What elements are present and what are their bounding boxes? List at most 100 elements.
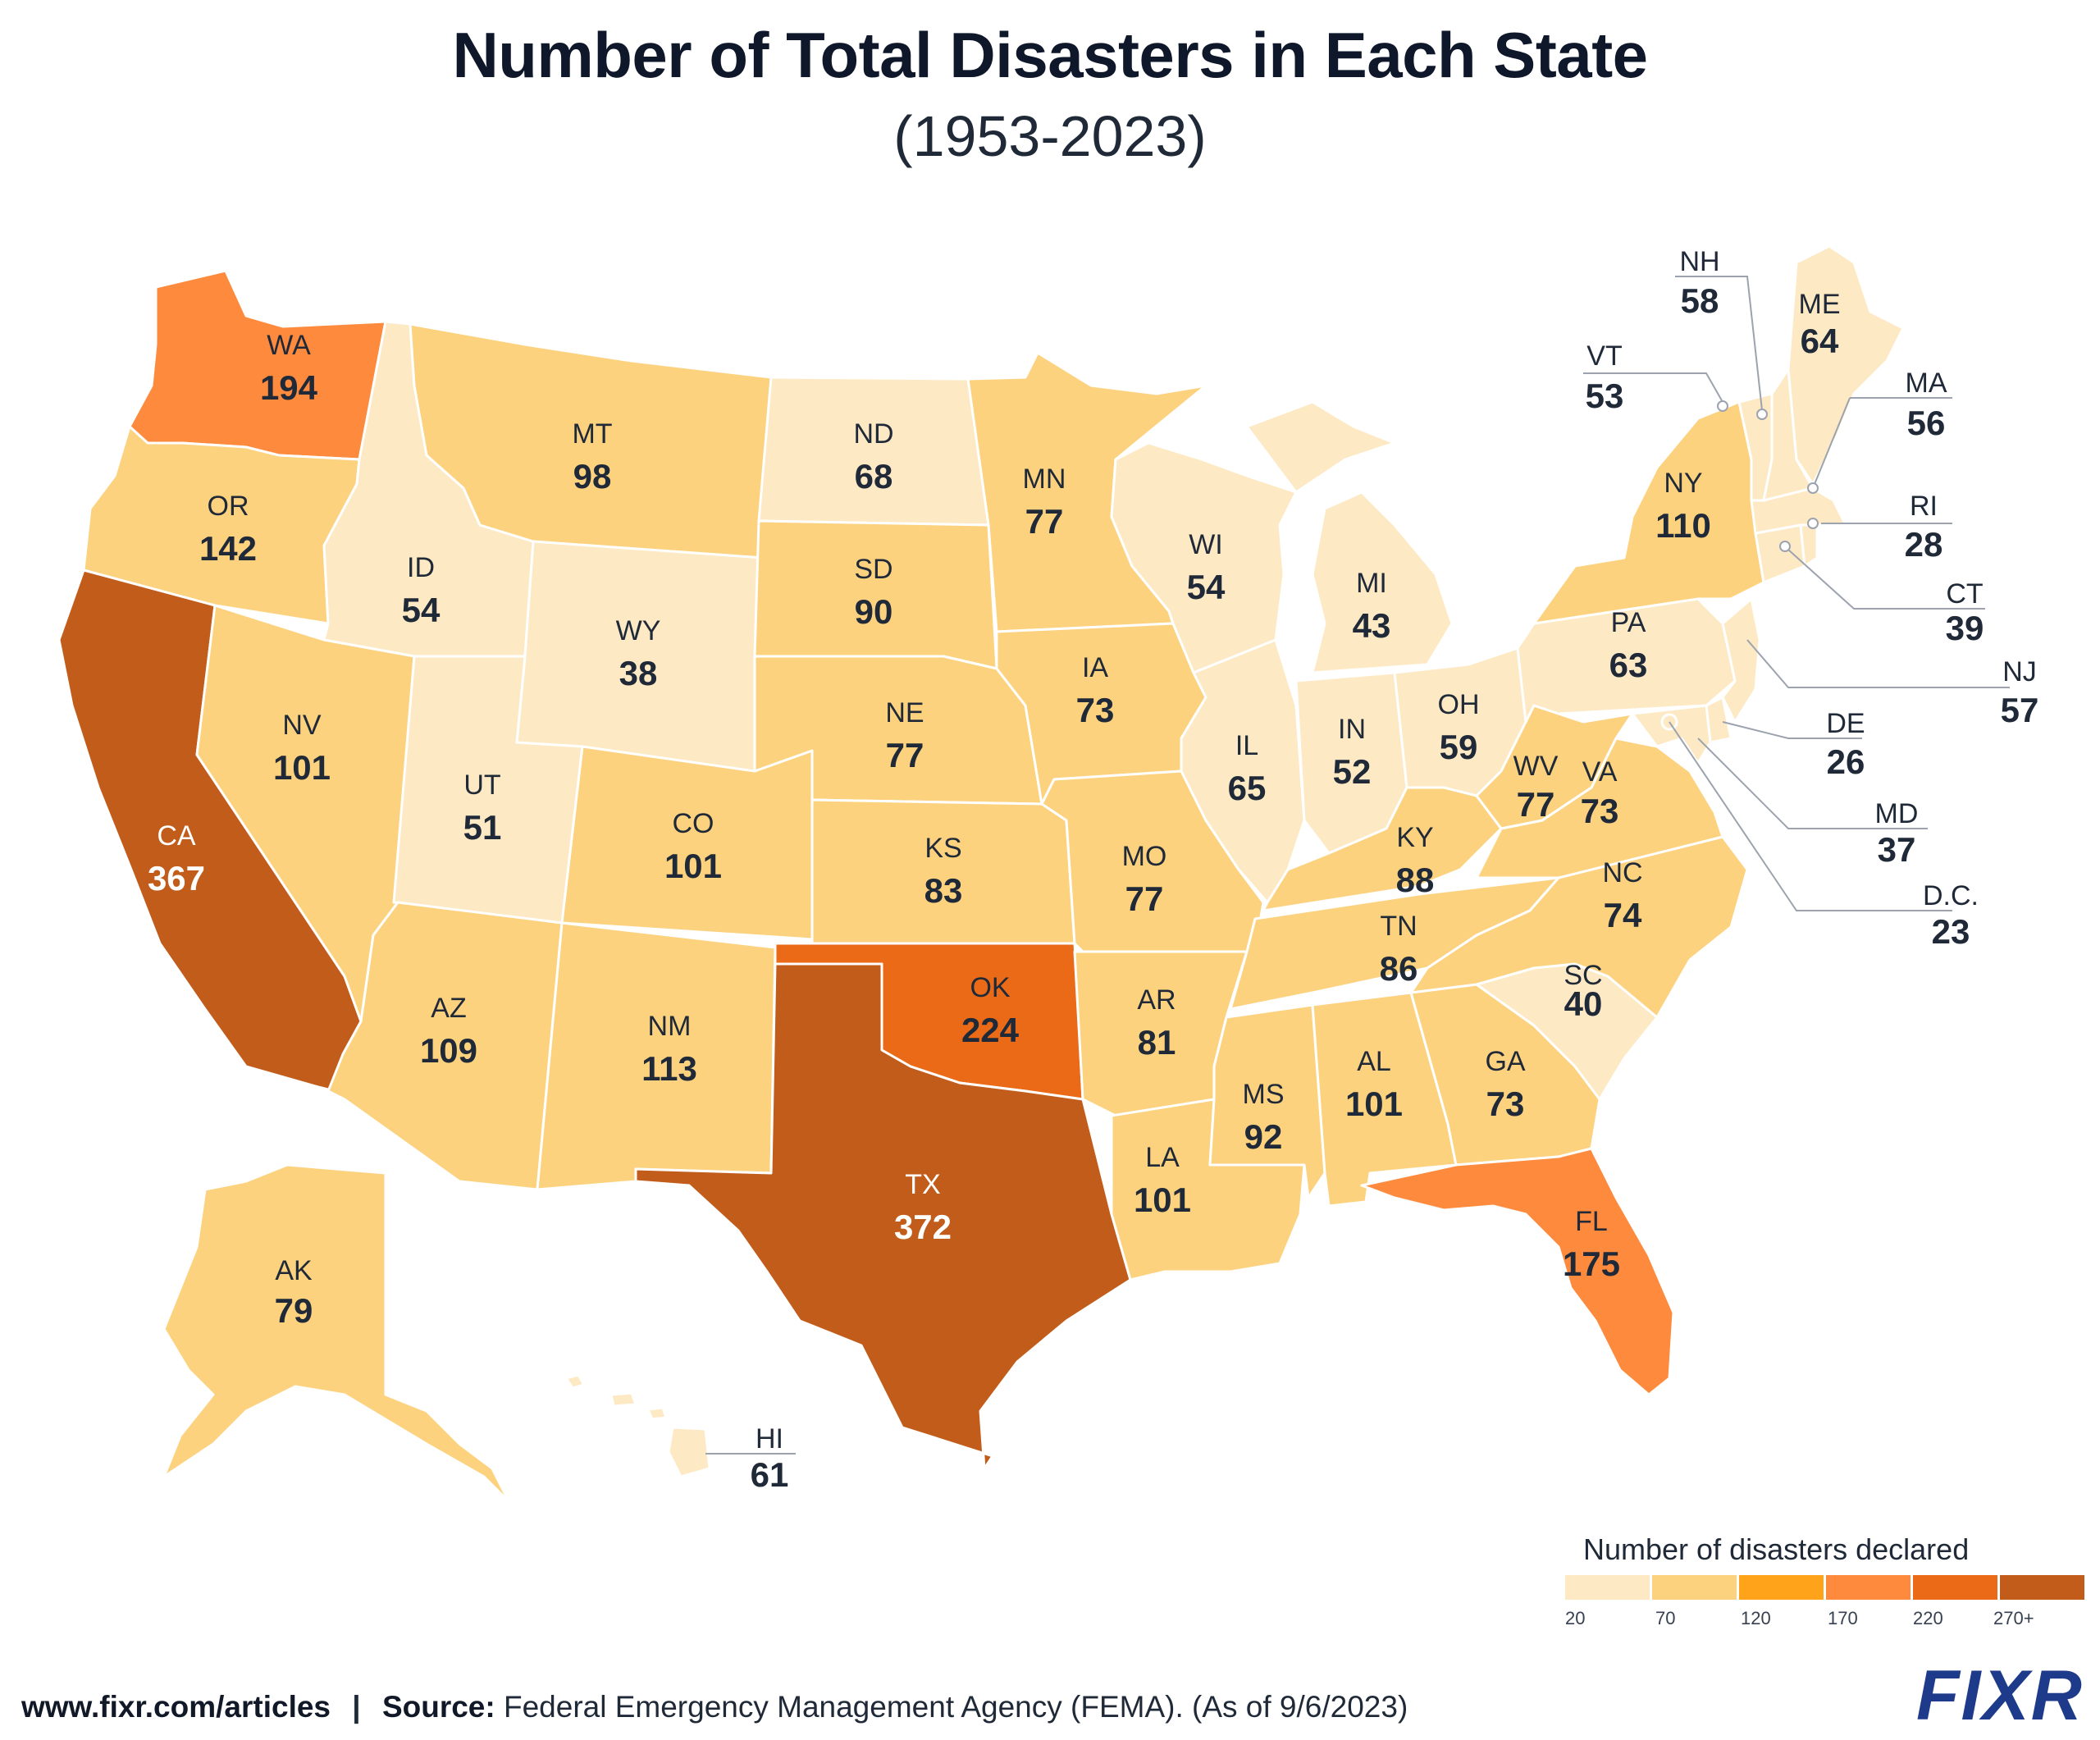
label-abbr-TX: TX bbox=[905, 1169, 940, 1200]
label-abbr-NE: NE bbox=[885, 697, 924, 728]
fixr-logo[interactable]: FIXR bbox=[1916, 1656, 2084, 1735]
leader-dot-MA bbox=[1807, 482, 1819, 494]
legend-tick: 170 bbox=[1828, 1608, 1858, 1628]
label-value-DC: 23 bbox=[1932, 912, 1970, 951]
footer-url[interactable]: www.fixr.com/articles bbox=[21, 1690, 331, 1724]
state-NY[interactable] bbox=[1532, 400, 1765, 625]
state-NJ[interactable] bbox=[1721, 597, 1761, 724]
legend-tick: 20 bbox=[1565, 1608, 1586, 1628]
label-abbr-AK: AK bbox=[275, 1255, 313, 1286]
state-CO[interactable] bbox=[560, 745, 814, 941]
label-value-WI: 54 bbox=[1187, 568, 1226, 606]
label-value-CO: 101 bbox=[664, 847, 722, 885]
legend-tick: 270+ bbox=[1993, 1608, 2034, 1628]
label-value-VA: 73 bbox=[1581, 792, 1619, 830]
label-value-NE: 77 bbox=[886, 736, 924, 774]
label-value-IN: 52 bbox=[1333, 752, 1372, 791]
label-value-NJ: 57 bbox=[2001, 691, 2039, 729]
state-AK[interactable] bbox=[162, 1163, 510, 1503]
leader-NJ bbox=[1746, 639, 2010, 688]
legend-swatch bbox=[1913, 1575, 1997, 1600]
label-abbr-OK: OK bbox=[970, 972, 1010, 1003]
leader-dot-NH bbox=[1756, 409, 1768, 420]
state-ND[interactable] bbox=[757, 376, 990, 527]
label-abbr-NV: NV bbox=[282, 710, 322, 741]
label-abbr-NY: NY bbox=[1664, 468, 1702, 499]
label-abbr-NM: NM bbox=[648, 1011, 692, 1042]
label-value-NC: 74 bbox=[1604, 896, 1642, 934]
label-value-SC: 40 bbox=[1564, 984, 1603, 1023]
label-abbr-SD: SD bbox=[854, 554, 892, 585]
state-IL[interactable] bbox=[1180, 638, 1306, 904]
state-HI[interactable] bbox=[564, 1373, 711, 1478]
label-value-AZ: 109 bbox=[420, 1031, 477, 1070]
state-MO[interactable] bbox=[1040, 770, 1265, 953]
state-RI[interactable] bbox=[1799, 523, 1819, 568]
label-value-MS: 92 bbox=[1244, 1117, 1283, 1156]
legend-swatch bbox=[1652, 1575, 1737, 1600]
label-abbr-LA: LA bbox=[1145, 1142, 1180, 1173]
legend-title: Number of disasters declared bbox=[1583, 1532, 1970, 1566]
leader-MA2 bbox=[1812, 397, 1851, 489]
legend-tick: 220 bbox=[1913, 1608, 1943, 1628]
label-abbr-WY: WY bbox=[616, 615, 661, 646]
state-FL[interactable] bbox=[1360, 1147, 1675, 1396]
state-MD[interactable] bbox=[1631, 704, 1712, 765]
label-abbr-VT: VT bbox=[1586, 340, 1622, 372]
label-abbr-IA: IA bbox=[1082, 652, 1108, 683]
label-value-LA: 101 bbox=[1134, 1181, 1191, 1219]
label-abbr-WI: WI bbox=[1189, 529, 1223, 560]
label-abbr-AR: AR bbox=[1137, 984, 1176, 1016]
label-value-ND: 68 bbox=[855, 457, 893, 496]
label-abbr-UT: UT bbox=[463, 770, 500, 801]
label-value-WA: 194 bbox=[260, 368, 318, 407]
state-KY[interactable] bbox=[1262, 786, 1503, 912]
label-value-MO: 77 bbox=[1125, 879, 1164, 918]
label-abbr-RI: RI bbox=[1910, 491, 1938, 522]
state-CT[interactable] bbox=[1754, 523, 1806, 584]
footer: www.fixr.com/articles | Source: Federal … bbox=[21, 1690, 1408, 1724]
leader-dot-VT bbox=[1717, 400, 1728, 412]
label-abbr-ND: ND bbox=[853, 418, 893, 450]
label-value-IL: 65 bbox=[1228, 769, 1267, 807]
label-abbr-MN: MN bbox=[1023, 464, 1066, 495]
label-abbr-KY: KY bbox=[1396, 822, 1433, 853]
label-abbr-MA: MA bbox=[1906, 368, 1947, 399]
label-value-OK: 224 bbox=[961, 1011, 1020, 1049]
state-NC[interactable] bbox=[1409, 835, 1749, 1019]
legend-swatch bbox=[1826, 1575, 1911, 1600]
label-abbr-VA: VA bbox=[1582, 756, 1618, 788]
label-value-VT: 53 bbox=[1586, 377, 1624, 415]
label-value-NV: 101 bbox=[273, 748, 331, 787]
label-abbr-TN: TN bbox=[1380, 911, 1417, 942]
state-MI[interactable] bbox=[1245, 400, 1454, 674]
legend-swatch bbox=[1565, 1575, 1650, 1600]
label-abbr-MT: MT bbox=[572, 418, 612, 450]
state-WV[interactable] bbox=[1475, 704, 1634, 830]
state-TX[interactable] bbox=[634, 962, 1132, 1470]
label-value-AK: 79 bbox=[275, 1291, 313, 1330]
label-abbr-FL: FL bbox=[1575, 1206, 1608, 1237]
leader-CT bbox=[1787, 549, 1985, 610]
legend-swatch bbox=[2000, 1575, 2084, 1600]
state-WA[interactable] bbox=[128, 269, 387, 461]
label-value-OH: 59 bbox=[1440, 728, 1478, 766]
state-WI[interactable] bbox=[1110, 441, 1298, 674]
leader-lines bbox=[705, 276, 2010, 1455]
label-value-ID: 54 bbox=[402, 591, 441, 629]
label-value-OR: 142 bbox=[199, 529, 257, 568]
label-abbr-AZ: AZ bbox=[431, 993, 466, 1024]
leader-DC bbox=[1669, 721, 1952, 911]
label-value-HI: 61 bbox=[751, 1455, 789, 1494]
label-value-NH: 58 bbox=[1681, 281, 1719, 320]
state-ME[interactable] bbox=[1787, 244, 1905, 486]
label-value-MI: 43 bbox=[1353, 606, 1391, 645]
label-value-SD: 90 bbox=[855, 592, 893, 631]
label-value-KS: 83 bbox=[924, 871, 963, 910]
label-value-NY: 110 bbox=[1655, 506, 1711, 545]
legend-tick: 120 bbox=[1741, 1608, 1771, 1628]
label-value-PA: 63 bbox=[1609, 646, 1648, 684]
label-value-TN: 86 bbox=[1380, 949, 1418, 988]
source-text: Federal Emergency Management Agency (FEM… bbox=[503, 1690, 1408, 1724]
